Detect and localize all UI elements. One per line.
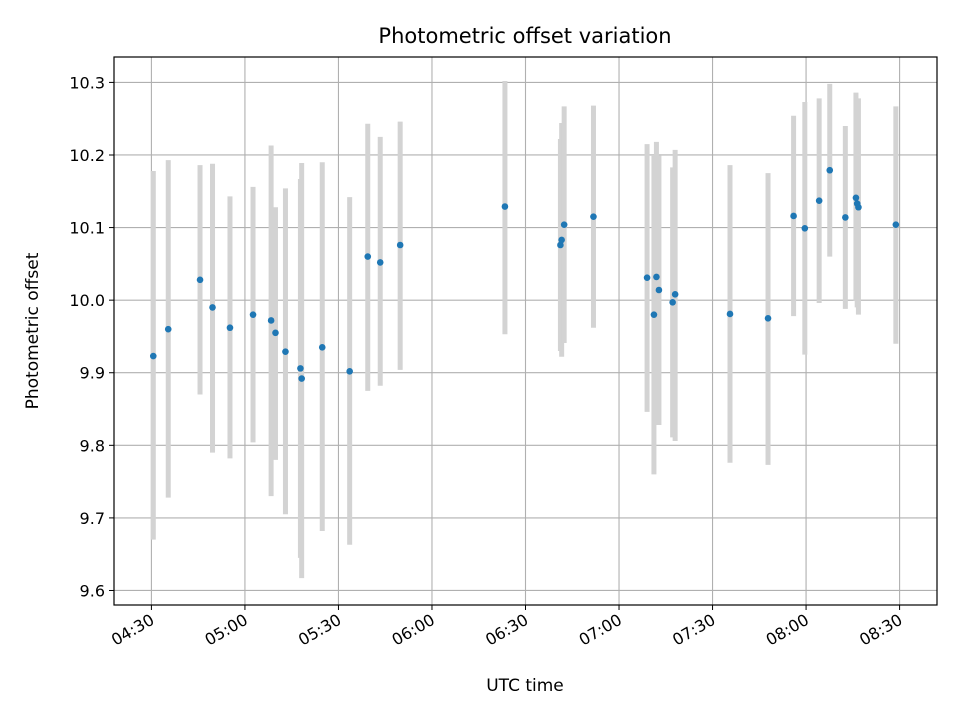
data-point xyxy=(669,299,676,306)
data-point xyxy=(590,213,597,220)
data-point xyxy=(267,317,275,324)
data-point xyxy=(764,314,772,322)
y-tick-label: 9.6 xyxy=(80,581,105,600)
data-point xyxy=(790,212,797,220)
data-point xyxy=(801,224,809,232)
data-point xyxy=(671,291,679,298)
data-point xyxy=(726,310,734,318)
data-point xyxy=(298,375,305,382)
data-point xyxy=(149,352,157,360)
data-point xyxy=(346,367,353,375)
y-tick-label: 9.7 xyxy=(80,509,105,528)
data-point xyxy=(855,203,862,211)
y-tick-label: 9.9 xyxy=(80,364,105,383)
data-point xyxy=(209,304,216,311)
data-point xyxy=(826,166,834,174)
data-point xyxy=(272,329,279,337)
data-point xyxy=(501,203,509,210)
y-axis-label: Photometric offset xyxy=(23,252,43,409)
data-point xyxy=(643,274,651,281)
data-point xyxy=(653,273,660,281)
data-point xyxy=(557,241,564,249)
data-point xyxy=(558,236,565,244)
chart-title: Photometric offset variation xyxy=(378,24,671,48)
y-tick-label: 10.3 xyxy=(69,73,105,92)
data-point-layer xyxy=(149,166,900,382)
data-point xyxy=(282,348,289,355)
data-point xyxy=(196,276,204,284)
y-tick-label: 9.8 xyxy=(80,436,105,455)
y-tick-label: 10.0 xyxy=(69,291,105,310)
x-axis-label: UTC time xyxy=(486,676,564,696)
data-point xyxy=(650,311,658,318)
data-point xyxy=(226,324,234,332)
data-point xyxy=(318,344,326,351)
data-point xyxy=(164,325,172,333)
y-tick-layer: 9.6 9.7 9.8 9.9 10.0 10.1 10.2 10.3 xyxy=(69,73,114,600)
data-point xyxy=(376,259,384,266)
data-point xyxy=(842,214,849,221)
data-point xyxy=(249,311,257,318)
data-point xyxy=(815,197,823,205)
data-point xyxy=(852,194,860,202)
data-point xyxy=(560,221,568,228)
data-point xyxy=(655,286,663,294)
data-point xyxy=(364,253,372,260)
data-point xyxy=(396,241,404,249)
y-tick-label: 10.1 xyxy=(69,219,105,238)
data-point xyxy=(297,365,304,372)
data-point xyxy=(892,221,900,228)
y-tick-label: 10.2 xyxy=(69,146,105,165)
